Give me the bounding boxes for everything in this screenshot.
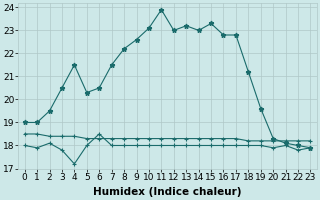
X-axis label: Humidex (Indice chaleur): Humidex (Indice chaleur): [93, 187, 242, 197]
